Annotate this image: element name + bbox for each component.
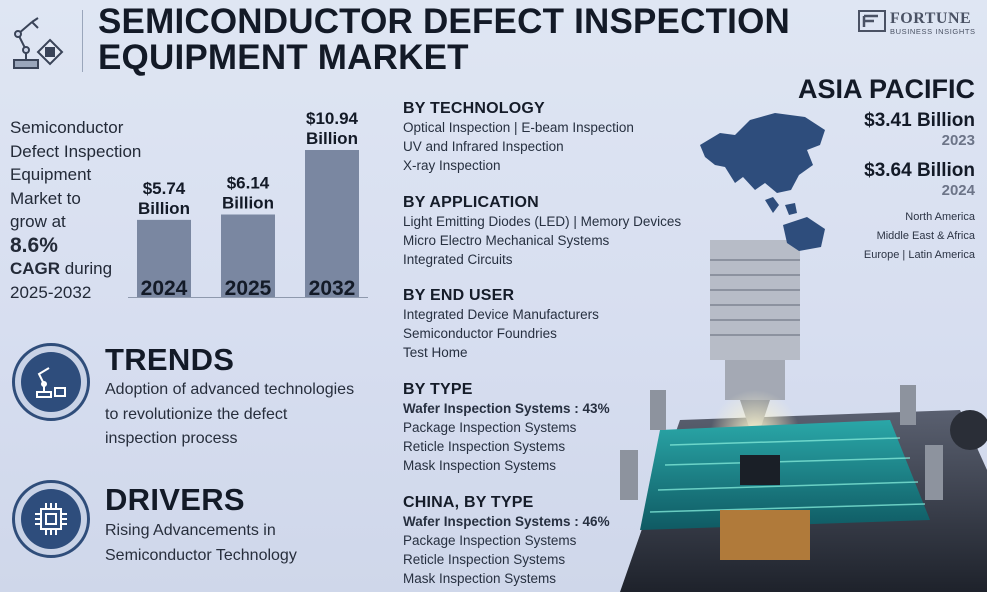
header-divider	[82, 10, 83, 72]
segment-title: CHINA, BY TYPE	[403, 494, 534, 511]
data-label: Billion	[138, 199, 190, 218]
segment-title: BY TYPE	[403, 381, 473, 398]
robot-arm-icon	[13, 17, 64, 69]
segment-item-highlight: Wafer Inspection Systems : 43%	[403, 401, 610, 416]
category-label: 2024	[141, 277, 188, 300]
region-year-2023: 2023	[941, 132, 975, 149]
segment-type: BY TYPE Wafer Inspection Systems : 43% P…	[403, 381, 610, 475]
segment-item: Optical Inspection | E-beam Inspection	[403, 120, 634, 135]
segment-item: Mask Inspection Systems	[403, 571, 557, 586]
segment-item: X-ray Inspection	[403, 158, 501, 173]
drivers-heading: DRIVERS	[105, 482, 245, 517]
segment-end-user: BY END USER Integrated Device Manufactur…	[403, 287, 599, 362]
cagr-value: 8.6%	[10, 233, 58, 257]
bar-2025	[221, 214, 275, 297]
segment-item: Integrated Device Manufacturers	[403, 307, 599, 322]
robot-arm-icon	[36, 367, 66, 398]
inspection-machine-illustration	[620, 240, 987, 592]
region-title: ASIA PACIFIC	[797, 74, 975, 104]
chip-icon	[35, 503, 67, 535]
segment-item: Reticle Inspection Systems	[403, 552, 566, 567]
other-regions: North America Middle East & Africa Europ…	[864, 208, 975, 265]
drivers-text: Rising Advancements in Semiconductor Tec…	[105, 522, 297, 564]
brand-subtitle: BUSINESS INSIGHTS	[890, 27, 976, 36]
segment-item: Reticle Inspection Systems	[403, 439, 566, 454]
asia-pacific-map-icon	[700, 113, 825, 251]
bar-2024	[137, 219, 191, 297]
segment-china-type: CHINA, BY TYPE Wafer Inspection Systems …	[403, 494, 610, 588]
category-label: 2025	[225, 277, 272, 300]
segment-item: Test Home	[403, 345, 468, 360]
segment-item: Micro Electro Mechanical Systems	[403, 233, 610, 248]
segment-item: Semiconductor Foundries	[403, 326, 557, 341]
bar-2032	[305, 150, 359, 297]
segment-item: Light Emitting Diodes (LED) | Memory Dev…	[403, 214, 682, 229]
region-item: North America	[905, 211, 975, 223]
market-size-bar-chart: 2024$5.74Billion2025$6.14Billion2032$10.…	[137, 109, 359, 300]
data-label: $5.74	[143, 179, 186, 198]
chart-baseline	[128, 297, 368, 298]
segment-item: Integrated Circuits	[403, 252, 513, 267]
segment-title: BY TECHNOLOGY	[403, 100, 545, 117]
region-year-2024: 2024	[941, 182, 975, 199]
segment-title: BY APPLICATION	[403, 194, 539, 211]
region-item: Europe | Latin America	[863, 249, 975, 261]
segment-item: Package Inspection Systems	[403, 420, 577, 435]
trends-heading: TRENDS	[105, 342, 235, 377]
data-label: $10.94	[306, 109, 359, 128]
data-label: Billion	[306, 129, 358, 148]
segment-title: BY END USER	[403, 287, 515, 304]
data-label: $6.14	[227, 173, 270, 192]
region-value-2023: $3.41 Billion	[864, 110, 975, 131]
segment-item-highlight: Wafer Inspection Systems : 46%	[403, 514, 610, 529]
segment-application: BY APPLICATION Light Emitting Diodes (LE…	[403, 194, 681, 269]
cagr-label: CAGR	[10, 259, 61, 278]
segment-item: UV and Infrared Inspection	[403, 139, 564, 154]
segment-item: Package Inspection Systems	[403, 533, 577, 548]
brand-name: FORTUNE	[890, 10, 972, 27]
market-intro: Semiconductor Defect Inspection Equipmen…	[10, 116, 145, 304]
forecast-period: 2025-2032	[10, 282, 92, 302]
region-value-2024: $3.64 Billion	[864, 160, 975, 181]
brand-logo: FORTUNE BUSINESS INSIGHTS	[858, 10, 980, 38]
category-label: 2032	[309, 277, 356, 300]
region-item: Middle East & Africa	[876, 230, 975, 242]
data-label: Billion	[222, 193, 274, 212]
drivers-badge	[12, 480, 90, 558]
trends-badge	[12, 343, 90, 421]
segment-technology: BY TECHNOLOGY Optical Inspection | E-bea…	[403, 100, 634, 175]
trends-text: Adoption of advanced technologies to rev…	[105, 381, 355, 447]
fortune-logo-icon	[858, 10, 886, 32]
page-title: SEMICONDUCTOR DEFECT INSPECTION EQUIPMEN…	[98, 2, 790, 77]
segment-item: Mask Inspection Systems	[403, 458, 557, 473]
